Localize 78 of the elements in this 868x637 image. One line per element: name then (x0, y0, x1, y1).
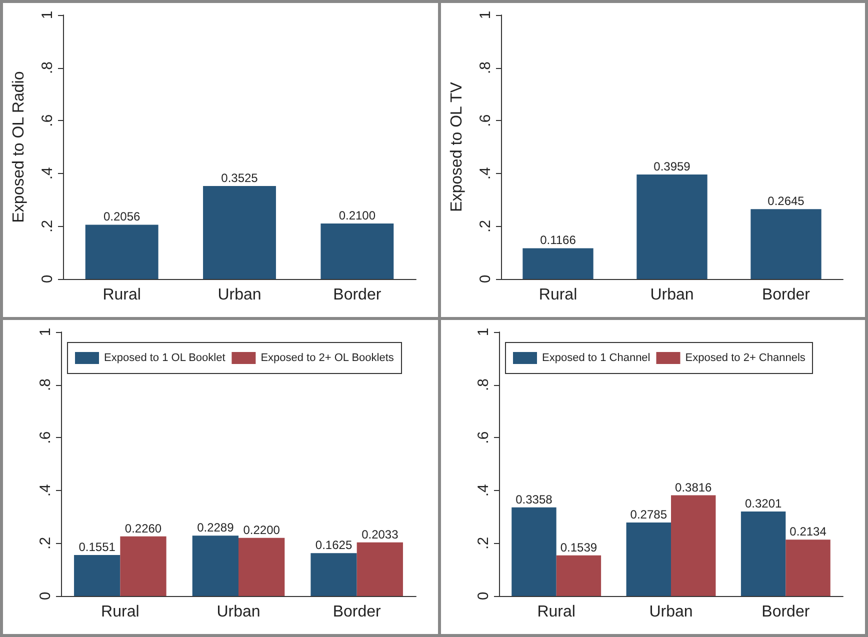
y-axis-title: Exposed to OL TV (448, 82, 466, 212)
data-label: 0.2200 (243, 522, 280, 537)
x-tick-label: Rural (102, 286, 141, 304)
data-label: 0.3358 (516, 492, 553, 506)
y-tick-label: 0 (475, 592, 492, 600)
y-tick-label: 0 (477, 274, 494, 284)
y-tick-label: .6 (39, 114, 56, 127)
data-label: 0.2100 (338, 208, 376, 223)
data-label: 0.2785 (630, 507, 668, 522)
y-tick-label: 1 (475, 328, 492, 336)
y-tick-label: .6 (477, 114, 494, 127)
bar (320, 224, 394, 279)
bar (203, 186, 276, 279)
bar (238, 538, 285, 596)
data-label: 0.2033 (362, 527, 399, 542)
bar (740, 511, 786, 596)
y-tick-label: .4 (475, 484, 492, 497)
x-tick-label: Border (762, 286, 811, 304)
x-tick-label: Rural (537, 604, 576, 620)
bar (626, 522, 671, 596)
y-tick-label: 1 (37, 328, 54, 336)
bar (74, 555, 120, 596)
bar (636, 174, 708, 279)
y-tick-label: 0 (39, 274, 56, 284)
y-tick-label: 1 (39, 10, 56, 20)
y-tick-label: .2 (37, 536, 54, 550)
bar (556, 555, 602, 596)
data-label: 0.1551 (78, 540, 116, 554)
bar (786, 540, 830, 596)
y-tick-label: 1 (477, 10, 494, 20)
data-label: 0.1166 (540, 233, 576, 248)
y-tick-label: .2 (39, 220, 56, 232)
y-tick-label: .4 (39, 167, 56, 180)
x-tick-label: Urban (650, 286, 694, 304)
y-tick-label: .4 (37, 484, 54, 497)
data-label: 0.1625 (315, 538, 352, 552)
y-axis-title: Exposed to OL Radio (10, 71, 28, 223)
y-tick-label: .8 (37, 378, 54, 392)
data-label: 0.3201 (744, 496, 782, 510)
x-tick-label: Rural (538, 286, 578, 304)
y-tick-label: .2 (477, 220, 494, 232)
legend-label: Exposed to 1 Channel (542, 352, 650, 364)
y-tick-label: .4 (477, 167, 494, 180)
y-tick-label: .6 (37, 431, 54, 444)
bar (522, 248, 594, 279)
bar (310, 553, 357, 596)
x-tick-label: Border (333, 286, 382, 304)
y-tick-label: 0 (37, 592, 54, 600)
bar (356, 542, 403, 596)
legend-label: Exposed to 2+ OL Booklets (260, 352, 394, 364)
legend-label: Exposed to 1 OL Booklet (104, 352, 226, 364)
legend-label: Exposed to 2+ Channels (685, 352, 806, 364)
bar (192, 536, 238, 596)
x-tick-label: Rural (101, 604, 140, 620)
bar (120, 536, 166, 596)
x-tick-label: Urban (649, 604, 693, 620)
bar (671, 495, 716, 596)
x-tick-label: Border (762, 604, 810, 620)
data-label: 0.2645 (768, 194, 805, 208)
x-tick-label: Urban (218, 286, 262, 304)
x-tick-label: Urban (216, 604, 260, 620)
bar (85, 224, 158, 279)
data-label: 0.3816 (675, 480, 712, 494)
y-tick-label: .2 (475, 536, 492, 550)
data-label: 0.3959 (654, 159, 691, 174)
data-label: 0.2289 (197, 520, 234, 535)
bar (750, 209, 822, 279)
y-tick-label: .8 (477, 62, 494, 74)
data-label: 0.1539 (560, 540, 598, 554)
data-label: 0.2056 (103, 210, 141, 224)
bar (512, 507, 556, 596)
y-tick-label: .8 (39, 62, 56, 74)
data-label: 0.2134 (790, 524, 827, 539)
x-tick-label: Border (332, 604, 382, 620)
data-label: 0.3525 (221, 170, 258, 185)
data-label: 0.2260 (124, 521, 162, 536)
y-tick-label: .6 (475, 431, 492, 444)
y-tick-label: .8 (475, 378, 492, 392)
